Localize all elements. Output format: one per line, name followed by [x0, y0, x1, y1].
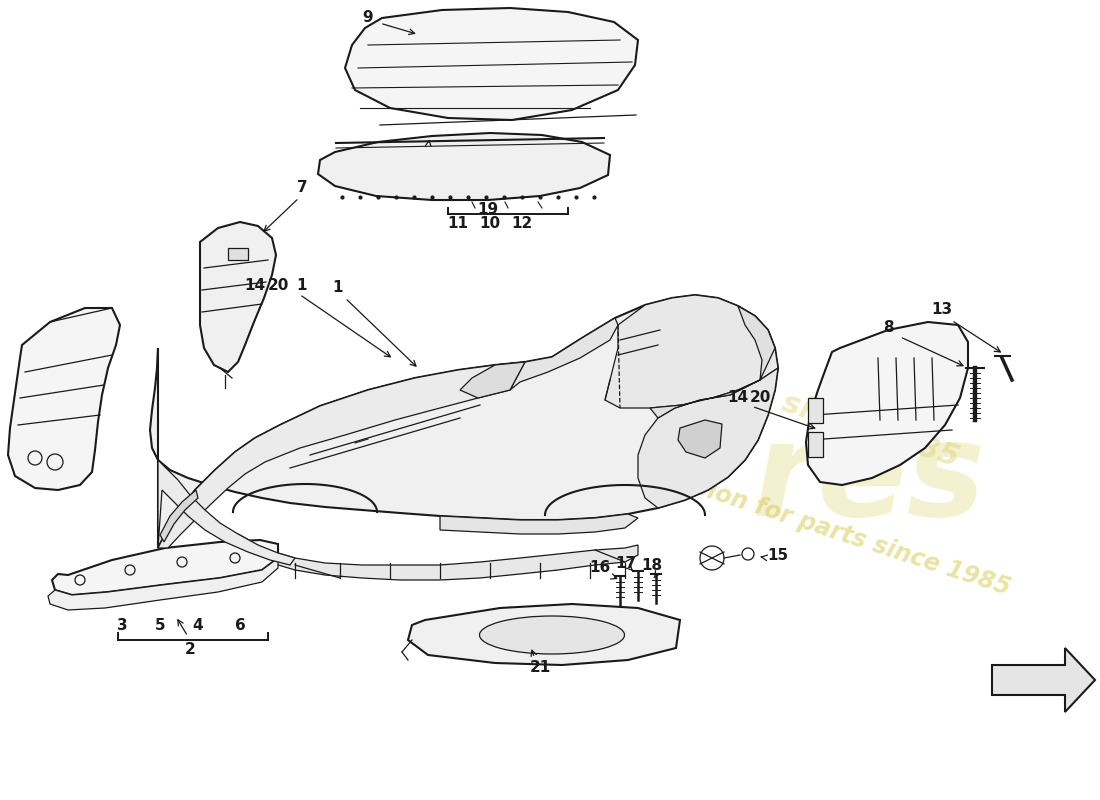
Text: 19: 19	[477, 202, 498, 218]
Polygon shape	[150, 295, 778, 548]
Text: since 1985: since 1985	[778, 388, 962, 472]
Text: 21: 21	[529, 661, 551, 675]
Polygon shape	[238, 534, 638, 580]
Text: 16: 16	[590, 561, 610, 575]
Text: 8: 8	[882, 321, 893, 335]
Text: 10: 10	[480, 217, 501, 231]
Polygon shape	[48, 558, 278, 610]
Text: 4: 4	[192, 618, 204, 633]
Polygon shape	[408, 604, 680, 665]
Text: 7: 7	[297, 181, 307, 195]
Text: 9: 9	[363, 10, 373, 26]
Text: 1: 1	[297, 278, 307, 293]
Polygon shape	[440, 514, 638, 534]
Bar	[228, 248, 248, 260]
Polygon shape	[52, 540, 278, 595]
Polygon shape	[806, 322, 968, 485]
Polygon shape	[158, 460, 295, 565]
Text: res: res	[754, 417, 987, 543]
Polygon shape	[992, 648, 1094, 712]
Text: 2: 2	[185, 642, 196, 658]
Text: 20: 20	[267, 278, 288, 293]
Text: 14: 14	[727, 390, 749, 406]
Text: 11: 11	[448, 217, 469, 231]
Text: 13: 13	[932, 302, 953, 318]
Text: 5: 5	[155, 618, 165, 633]
Bar	[808, 398, 823, 423]
Text: 3: 3	[117, 618, 128, 633]
Polygon shape	[160, 490, 198, 542]
Bar	[808, 432, 823, 457]
Polygon shape	[678, 420, 722, 458]
Text: 18: 18	[641, 558, 662, 573]
Ellipse shape	[480, 616, 625, 654]
Polygon shape	[605, 295, 778, 408]
Polygon shape	[345, 8, 638, 120]
Text: 12: 12	[512, 217, 532, 231]
Polygon shape	[318, 133, 610, 200]
Text: 20: 20	[749, 390, 771, 406]
Text: 14: 14	[244, 278, 265, 293]
Polygon shape	[650, 306, 776, 418]
Text: 1: 1	[332, 281, 343, 295]
Polygon shape	[200, 222, 276, 372]
Text: passion for parts since 1985: passion for parts since 1985	[647, 460, 1014, 600]
Polygon shape	[8, 308, 120, 490]
Text: 6: 6	[234, 618, 245, 633]
Text: 17: 17	[615, 555, 637, 570]
Polygon shape	[510, 318, 618, 390]
Polygon shape	[158, 362, 525, 548]
Polygon shape	[460, 362, 525, 398]
Text: 15: 15	[768, 547, 789, 562]
Polygon shape	[638, 368, 778, 508]
